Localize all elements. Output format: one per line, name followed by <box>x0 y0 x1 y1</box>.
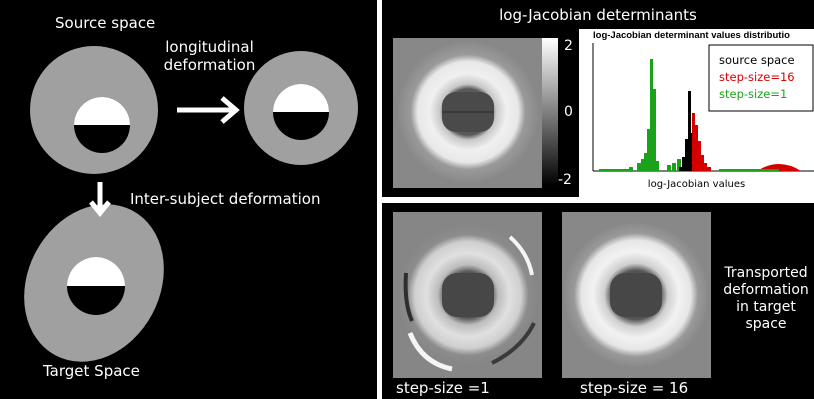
histogram-baseline-noise <box>599 169 779 171</box>
colorbar-tick-top: 2 <box>564 38 573 54</box>
histogram: log-Jacobian determinant values distribu… <box>579 29 814 197</box>
legend-source-space: source space <box>719 53 795 67</box>
deformation-diagram <box>24 46 358 362</box>
side-label-line-4: space <box>745 316 787 332</box>
legend-step-size-16: step-size=16 <box>719 70 795 84</box>
side-label-line-3: in target <box>736 299 796 315</box>
colorbar <box>542 38 558 186</box>
side-label-line-2: deformation <box>723 282 809 298</box>
arrow-right-icon <box>177 96 240 124</box>
histogram-title: log-Jacobian determinant values distribu… <box>593 30 790 41</box>
jacobian-title: log-Jacobian determinants <box>499 6 697 24</box>
legend-box <box>708 44 814 112</box>
arrow-down-icon <box>89 182 111 217</box>
longitudinal-label: longitudinal deformation <box>152 38 267 74</box>
series-step-size-16 <box>692 113 801 171</box>
longitudinal-label-line1: longitudinal <box>165 38 254 56</box>
legend-step-size-1: step-size=1 <box>719 87 788 101</box>
longitudinal-ring <box>244 51 358 165</box>
source-space-label: Source space <box>55 14 156 32</box>
side-label-line-1: Transported <box>724 265 808 281</box>
intersubject-label: Inter-subject deformation <box>130 190 321 208</box>
source-ring <box>30 46 158 174</box>
longitudinal-label-line2: deformation <box>163 56 256 74</box>
transported-map-step16 <box>562 212 711 378</box>
caption-step-size-16: step-size = 16 <box>580 379 689 397</box>
colorbar-tick-mid: 0 <box>564 104 573 120</box>
target-space-label: Target Space <box>43 362 140 380</box>
transported-side-label: Transported deformation in target space <box>718 265 814 333</box>
histogram-xlabel: log-Jacobian values <box>647 179 746 190</box>
series-step-size-1 <box>629 59 681 171</box>
caption-step-size-1: step-size =1 <box>396 379 490 397</box>
colorbar-tick-bottom: -2 <box>558 172 572 188</box>
top-right-panel: log-Jacobian determinants 2 <box>382 0 814 197</box>
jacobian-map-image <box>393 38 542 188</box>
transported-map-step1 <box>393 212 542 378</box>
target-shape <box>24 204 164 362</box>
bottom-right-panel: step-size =1 step-size = 16 Transported … <box>382 203 814 399</box>
left-panel: Source space longitudinal deformation In… <box>0 0 377 399</box>
